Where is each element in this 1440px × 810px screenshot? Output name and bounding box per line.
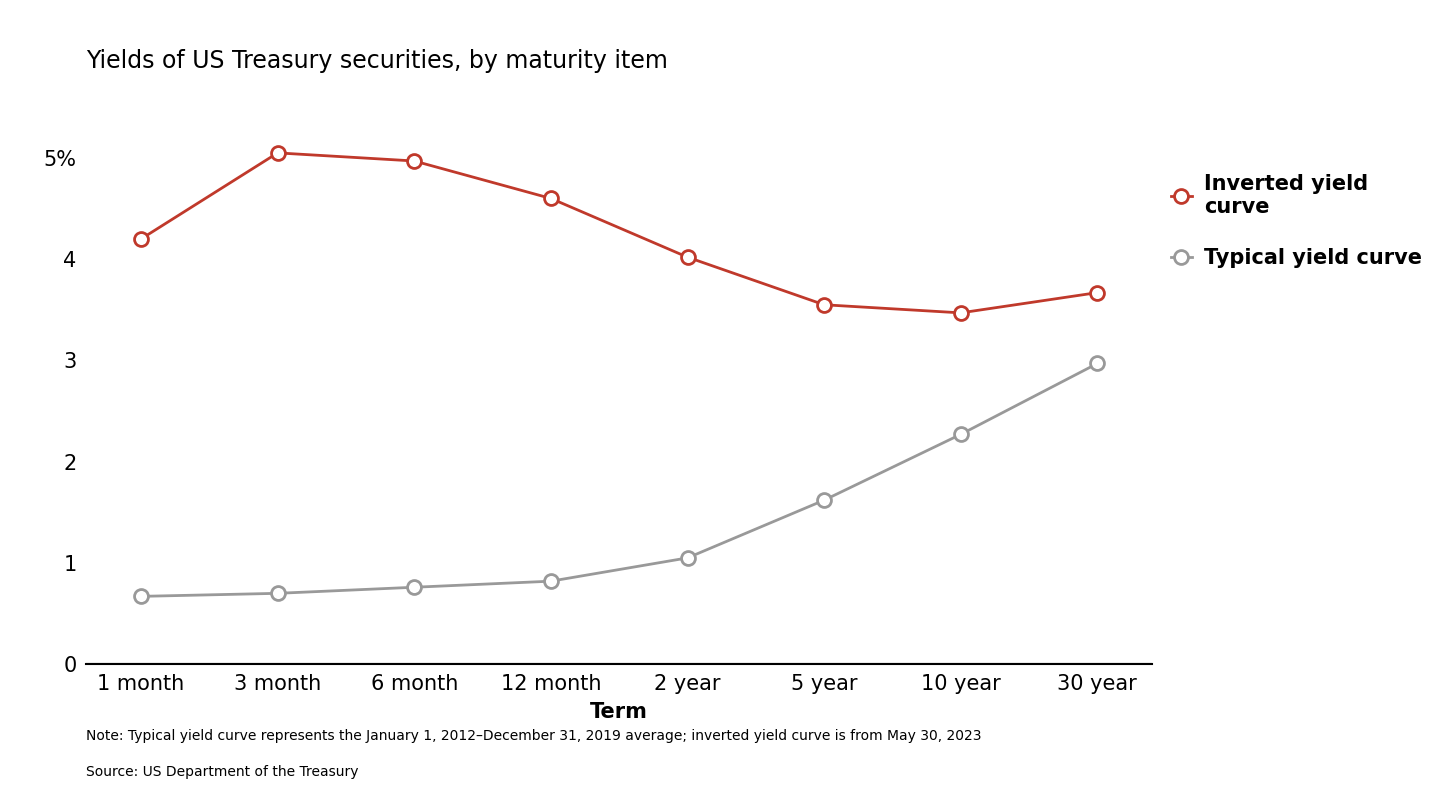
Text: Yields of US Treasury securities, by maturity item: Yields of US Treasury securities, by mat… [86, 49, 668, 73]
X-axis label: Term: Term [590, 702, 648, 723]
Legend: Inverted yield
curve, Typical yield curve: Inverted yield curve, Typical yield curv… [1162, 165, 1431, 276]
Text: Source: US Department of the Treasury: Source: US Department of the Treasury [86, 765, 359, 779]
Text: Note: Typical yield curve represents the January 1, 2012–December 31, 2019 avera: Note: Typical yield curve represents the… [86, 729, 982, 743]
